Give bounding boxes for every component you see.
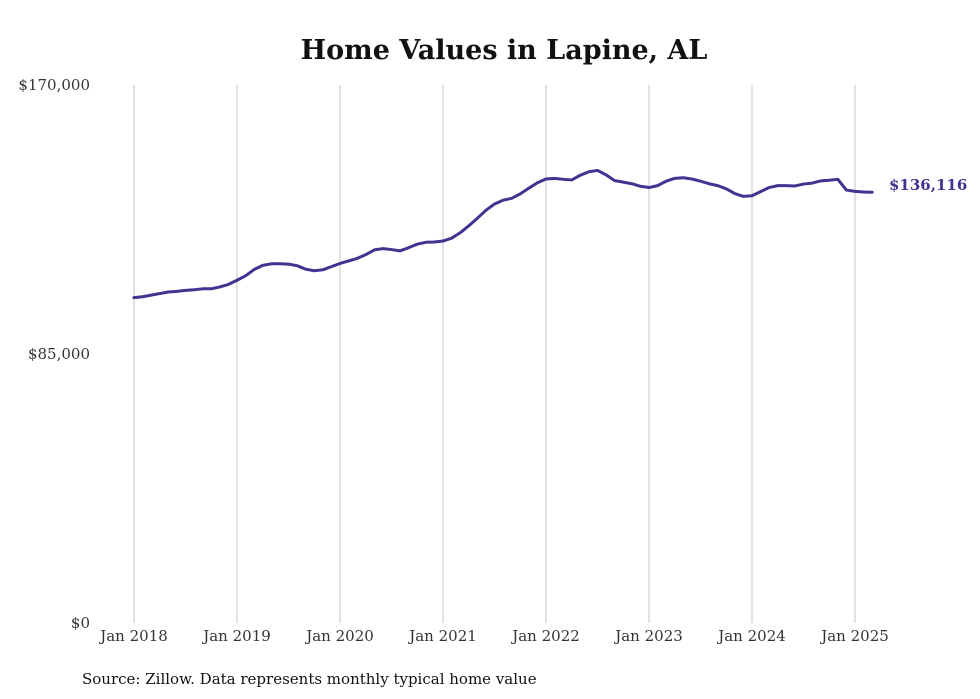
x-tick-label: Jan 2025: [819, 627, 889, 645]
y-axis-ticks: $0 $85,000 $170,000: [18, 76, 90, 632]
x-tick-label: Jan 2020: [304, 627, 374, 645]
chart-title: Home Values in Lapine, AL: [301, 35, 708, 66]
x-tick-label: Jan 2024: [716, 627, 786, 645]
x-axis-ticks: Jan 2018 Jan 2019 Jan 2020 Jan 2021 Jan 2022…: [98, 627, 889, 645]
x-tick-label: Jan 2021: [407, 627, 477, 645]
y-tick-label: $170,000: [18, 76, 90, 94]
y-tick-label: $85,000: [28, 345, 90, 363]
latest-value-label: $136,116: [889, 176, 967, 194]
x-tick-label: Jan 2019: [201, 627, 271, 645]
x-tick-label: Jan 2023: [613, 627, 683, 645]
source-note: Source: Zillow. Data represents monthly …: [82, 670, 537, 688]
x-tick-label: Jan 2022: [510, 627, 580, 645]
y-tick-label: $0: [71, 614, 90, 632]
home-value-line: [132, 168, 874, 300]
x-tick-label: Jan 2018: [98, 627, 168, 645]
gridlines: [133, 85, 856, 623]
